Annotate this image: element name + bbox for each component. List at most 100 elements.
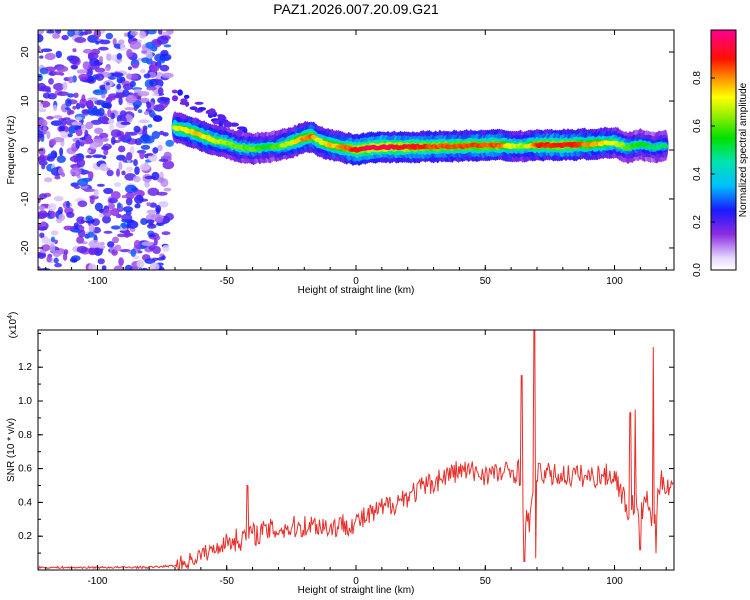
noise-blob [99,84,107,91]
noise-blob [139,119,149,123]
noise-blob [124,32,129,37]
noise-blob [101,102,112,109]
noise-blob [163,44,172,48]
noise-blob [85,155,93,159]
noise-blob [76,158,86,168]
noise-blob [93,189,99,197]
noise-blob [147,124,153,128]
noise-blob [72,229,81,233]
noise-blob [50,236,56,243]
noise-blob [38,73,43,82]
noise-blob [116,83,122,90]
x-tick-label: -100 [87,276,107,287]
noise-blob [121,222,127,229]
noise-blob [118,161,123,171]
noise-blob [161,231,171,236]
noise-blob [124,264,133,270]
noise-blob [38,251,47,259]
noise-blob [52,115,63,119]
noise-blob [102,215,111,224]
x-tick-label: 50 [480,576,492,587]
noise-blob [99,241,105,246]
noise-blob [158,103,168,109]
noise-blob [154,216,164,223]
streak-blob [184,101,190,107]
noise-blob [127,66,133,71]
colorbar: 0.0 0.2 0.4 0.6 0.8 Normalized spectral ampl… [692,29,749,277]
snr-plot-area [38,330,674,570]
noise-blob [128,92,134,96]
noise-blob [61,172,66,177]
noise-blob [131,63,139,69]
noise-blob [97,100,102,106]
noise-blob [132,175,141,183]
noise-blob [107,109,112,118]
noise-blob [38,30,45,35]
noise-blob [52,249,62,258]
noise-blob [84,129,89,138]
noise-blob [54,263,62,268]
streak-blob [197,107,207,111]
noise-blob [158,130,165,136]
noise-blob [47,203,57,212]
snr-scale-label: (x104) [7,312,19,339]
noise-blob [141,50,148,54]
noise-blob [112,38,117,46]
noise-blob [71,121,82,127]
noise-blob [106,169,114,177]
snr-panel: -100 -50 0 50 100 0.2 0.4 0.6 0.8 1.0 1.2 Height o… [6,312,675,596]
noise-blob [38,210,48,219]
noise-blob [101,265,107,270]
x-tick-label: 50 [480,276,492,287]
y-tick-label: 1.2 [18,362,32,373]
noise-blob [98,46,109,51]
noise-blob [134,203,141,209]
noise-blob [102,208,113,218]
noise-blob [146,102,152,109]
noise-blob [42,125,48,135]
noise-blob [67,133,73,138]
noise-blob [156,191,168,196]
noise-blob [118,39,125,45]
streak-blob [194,101,204,105]
noise-blob [120,43,125,50]
noise-blob [163,187,172,192]
streak-blob [171,95,179,102]
noise-blob [157,144,163,152]
noise-blob [110,225,121,230]
noise-blob [41,235,49,244]
noise-blob [144,175,156,180]
noise-blob [152,147,159,154]
noise-blob [81,94,86,102]
colorbar-gradient [710,29,737,271]
noise-blob [124,107,136,111]
noise-blob [158,158,169,162]
noise-blob [118,97,123,106]
noise-blob [75,139,81,149]
noise-blob [129,40,142,50]
noise-blob [145,41,156,49]
noise-blob [138,267,143,270]
noise-blob [85,215,93,222]
snr-marks [38,330,674,570]
streak-blob [223,121,233,128]
colorbar-tick-label: 0.2 [692,215,703,229]
noise-blob [39,232,45,238]
noise-blob [39,55,44,59]
streak-blob [183,94,190,99]
noise-blob [130,31,139,36]
noise-blob [66,211,75,218]
noise-blob [86,68,93,77]
noise-blob [141,57,150,64]
noise-blob [46,131,51,139]
noise-blob [50,120,63,126]
noise-blob [105,82,110,86]
noise-blob [153,115,163,122]
noise-blob [56,65,69,72]
noise-blob [156,257,165,261]
colorbar-tick-label: 0.4 [692,167,703,181]
noise-blob [109,123,114,132]
noise-blob [152,246,161,254]
noise-blob [162,245,170,252]
